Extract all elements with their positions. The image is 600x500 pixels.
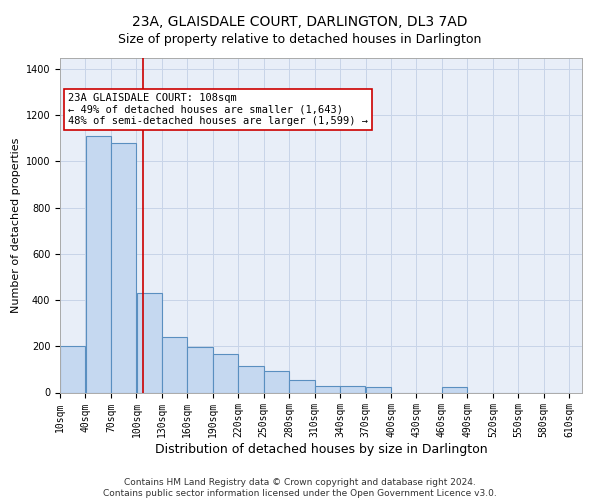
Bar xyxy=(365,386,391,392)
Bar xyxy=(60,346,85,393)
Text: Contains HM Land Registry data © Crown copyright and database right 2024.
Contai: Contains HM Land Registry data © Crown c… xyxy=(103,478,497,498)
Y-axis label: Number of detached properties: Number of detached properties xyxy=(11,138,22,312)
Bar xyxy=(162,337,187,392)
X-axis label: Distribution of detached houses by size in Darlington: Distribution of detached houses by size … xyxy=(155,443,487,456)
Bar xyxy=(315,386,340,392)
Text: Size of property relative to detached houses in Darlington: Size of property relative to detached ho… xyxy=(118,32,482,46)
Bar xyxy=(111,143,136,392)
Bar xyxy=(213,354,238,393)
Bar xyxy=(86,136,111,392)
Text: 23A, GLAISDALE COURT, DARLINGTON, DL3 7AD: 23A, GLAISDALE COURT, DARLINGTON, DL3 7A… xyxy=(132,15,468,29)
Bar xyxy=(187,348,212,393)
Bar xyxy=(289,380,314,392)
Bar xyxy=(340,386,365,392)
Bar xyxy=(264,370,289,392)
Text: 23A GLAISDALE COURT: 108sqm
← 49% of detached houses are smaller (1,643)
48% of : 23A GLAISDALE COURT: 108sqm ← 49% of det… xyxy=(68,92,368,126)
Bar xyxy=(238,366,263,392)
Bar xyxy=(137,293,162,392)
Bar xyxy=(442,386,467,392)
